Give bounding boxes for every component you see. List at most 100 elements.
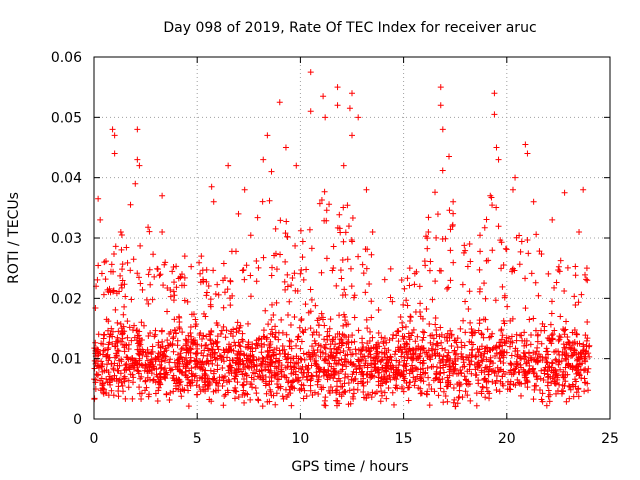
data-point: [191, 373, 198, 380]
data-point: [312, 302, 319, 309]
data-point: [378, 349, 385, 356]
data-point: [95, 195, 102, 202]
data-point: [164, 371, 171, 378]
data-point: [201, 370, 208, 377]
data-point: [378, 388, 385, 395]
data-point: [313, 329, 320, 336]
data-point: [440, 362, 447, 369]
data-point: [136, 162, 143, 169]
data-point: [134, 156, 141, 163]
data-point: [575, 351, 582, 358]
data-point: [383, 339, 390, 346]
data-point: [566, 340, 573, 347]
data-point: [452, 403, 459, 410]
data-point: [475, 327, 482, 334]
data-point: [127, 201, 134, 208]
data-point: [104, 379, 111, 386]
data-point: [268, 392, 275, 399]
data-point: [157, 271, 164, 278]
data-point: [272, 358, 279, 365]
data-point: [167, 356, 174, 363]
data-point: [225, 347, 232, 354]
data-point: [563, 318, 570, 325]
data-point: [514, 361, 521, 368]
data-point: [285, 351, 292, 358]
data-point: [411, 270, 418, 277]
data-point: [258, 340, 265, 347]
data-point: [487, 354, 494, 361]
data-point: [221, 289, 228, 296]
data-point: [345, 358, 352, 365]
data-point: [104, 327, 111, 334]
data-point: [226, 362, 233, 369]
data-point: [411, 281, 418, 288]
data-point: [290, 355, 297, 362]
data-point: [220, 304, 227, 311]
data-point: [523, 359, 530, 366]
data-point: [263, 334, 270, 341]
data-point: [420, 334, 427, 341]
data-point: [279, 347, 286, 354]
data-point: [118, 232, 125, 239]
data-point: [580, 186, 587, 193]
data-point: [252, 345, 259, 352]
data-point: [304, 376, 311, 383]
data-point: [478, 331, 485, 338]
data-point: [466, 361, 473, 368]
data-point: [451, 396, 458, 403]
data-point: [100, 332, 107, 339]
data-point: [119, 261, 126, 268]
data-point: [121, 341, 128, 348]
data-point: [409, 351, 416, 358]
data-point: [145, 300, 152, 307]
data-point: [444, 378, 451, 385]
data-point: [481, 348, 488, 355]
data-point: [288, 379, 295, 386]
data-point: [552, 356, 559, 363]
data-point: [341, 380, 348, 387]
data-point: [106, 339, 113, 346]
data-point: [256, 335, 263, 342]
data-point: [359, 368, 366, 375]
data-point: [148, 370, 155, 377]
data-point: [231, 395, 238, 402]
data-point: [504, 378, 511, 385]
data-point: [425, 228, 432, 235]
data-point: [167, 389, 174, 396]
data-point: [551, 327, 558, 334]
data-point: [134, 270, 141, 277]
data-point: [468, 346, 475, 353]
data-point: [94, 346, 101, 353]
data-point: [321, 356, 328, 363]
data-point: [539, 320, 546, 327]
data-point: [499, 348, 506, 355]
data-point: [445, 284, 452, 291]
data-point: [518, 355, 525, 362]
data-point: [164, 285, 171, 292]
data-point: [489, 202, 496, 209]
data-point: [253, 340, 260, 347]
data-point: [247, 293, 254, 300]
data-point: [285, 378, 292, 385]
data-point: [514, 351, 521, 358]
data-point: [368, 314, 375, 321]
data-point: [578, 291, 585, 298]
data-point: [404, 275, 411, 282]
data-point: [223, 327, 230, 334]
data-point: [210, 267, 217, 274]
data-point: [254, 342, 261, 349]
data-point: [499, 352, 506, 359]
data-point: [528, 270, 535, 277]
data-point: [293, 342, 300, 349]
data-point: [142, 361, 149, 368]
data-point: [125, 384, 132, 391]
data-point: [440, 353, 447, 360]
data-point: [500, 261, 507, 268]
data-point: [262, 380, 269, 387]
data-point: [364, 364, 371, 371]
data-point: [417, 300, 424, 307]
data-point: [497, 366, 504, 373]
data-point: [260, 327, 267, 334]
data-point: [243, 378, 250, 385]
data-point: [295, 359, 302, 366]
